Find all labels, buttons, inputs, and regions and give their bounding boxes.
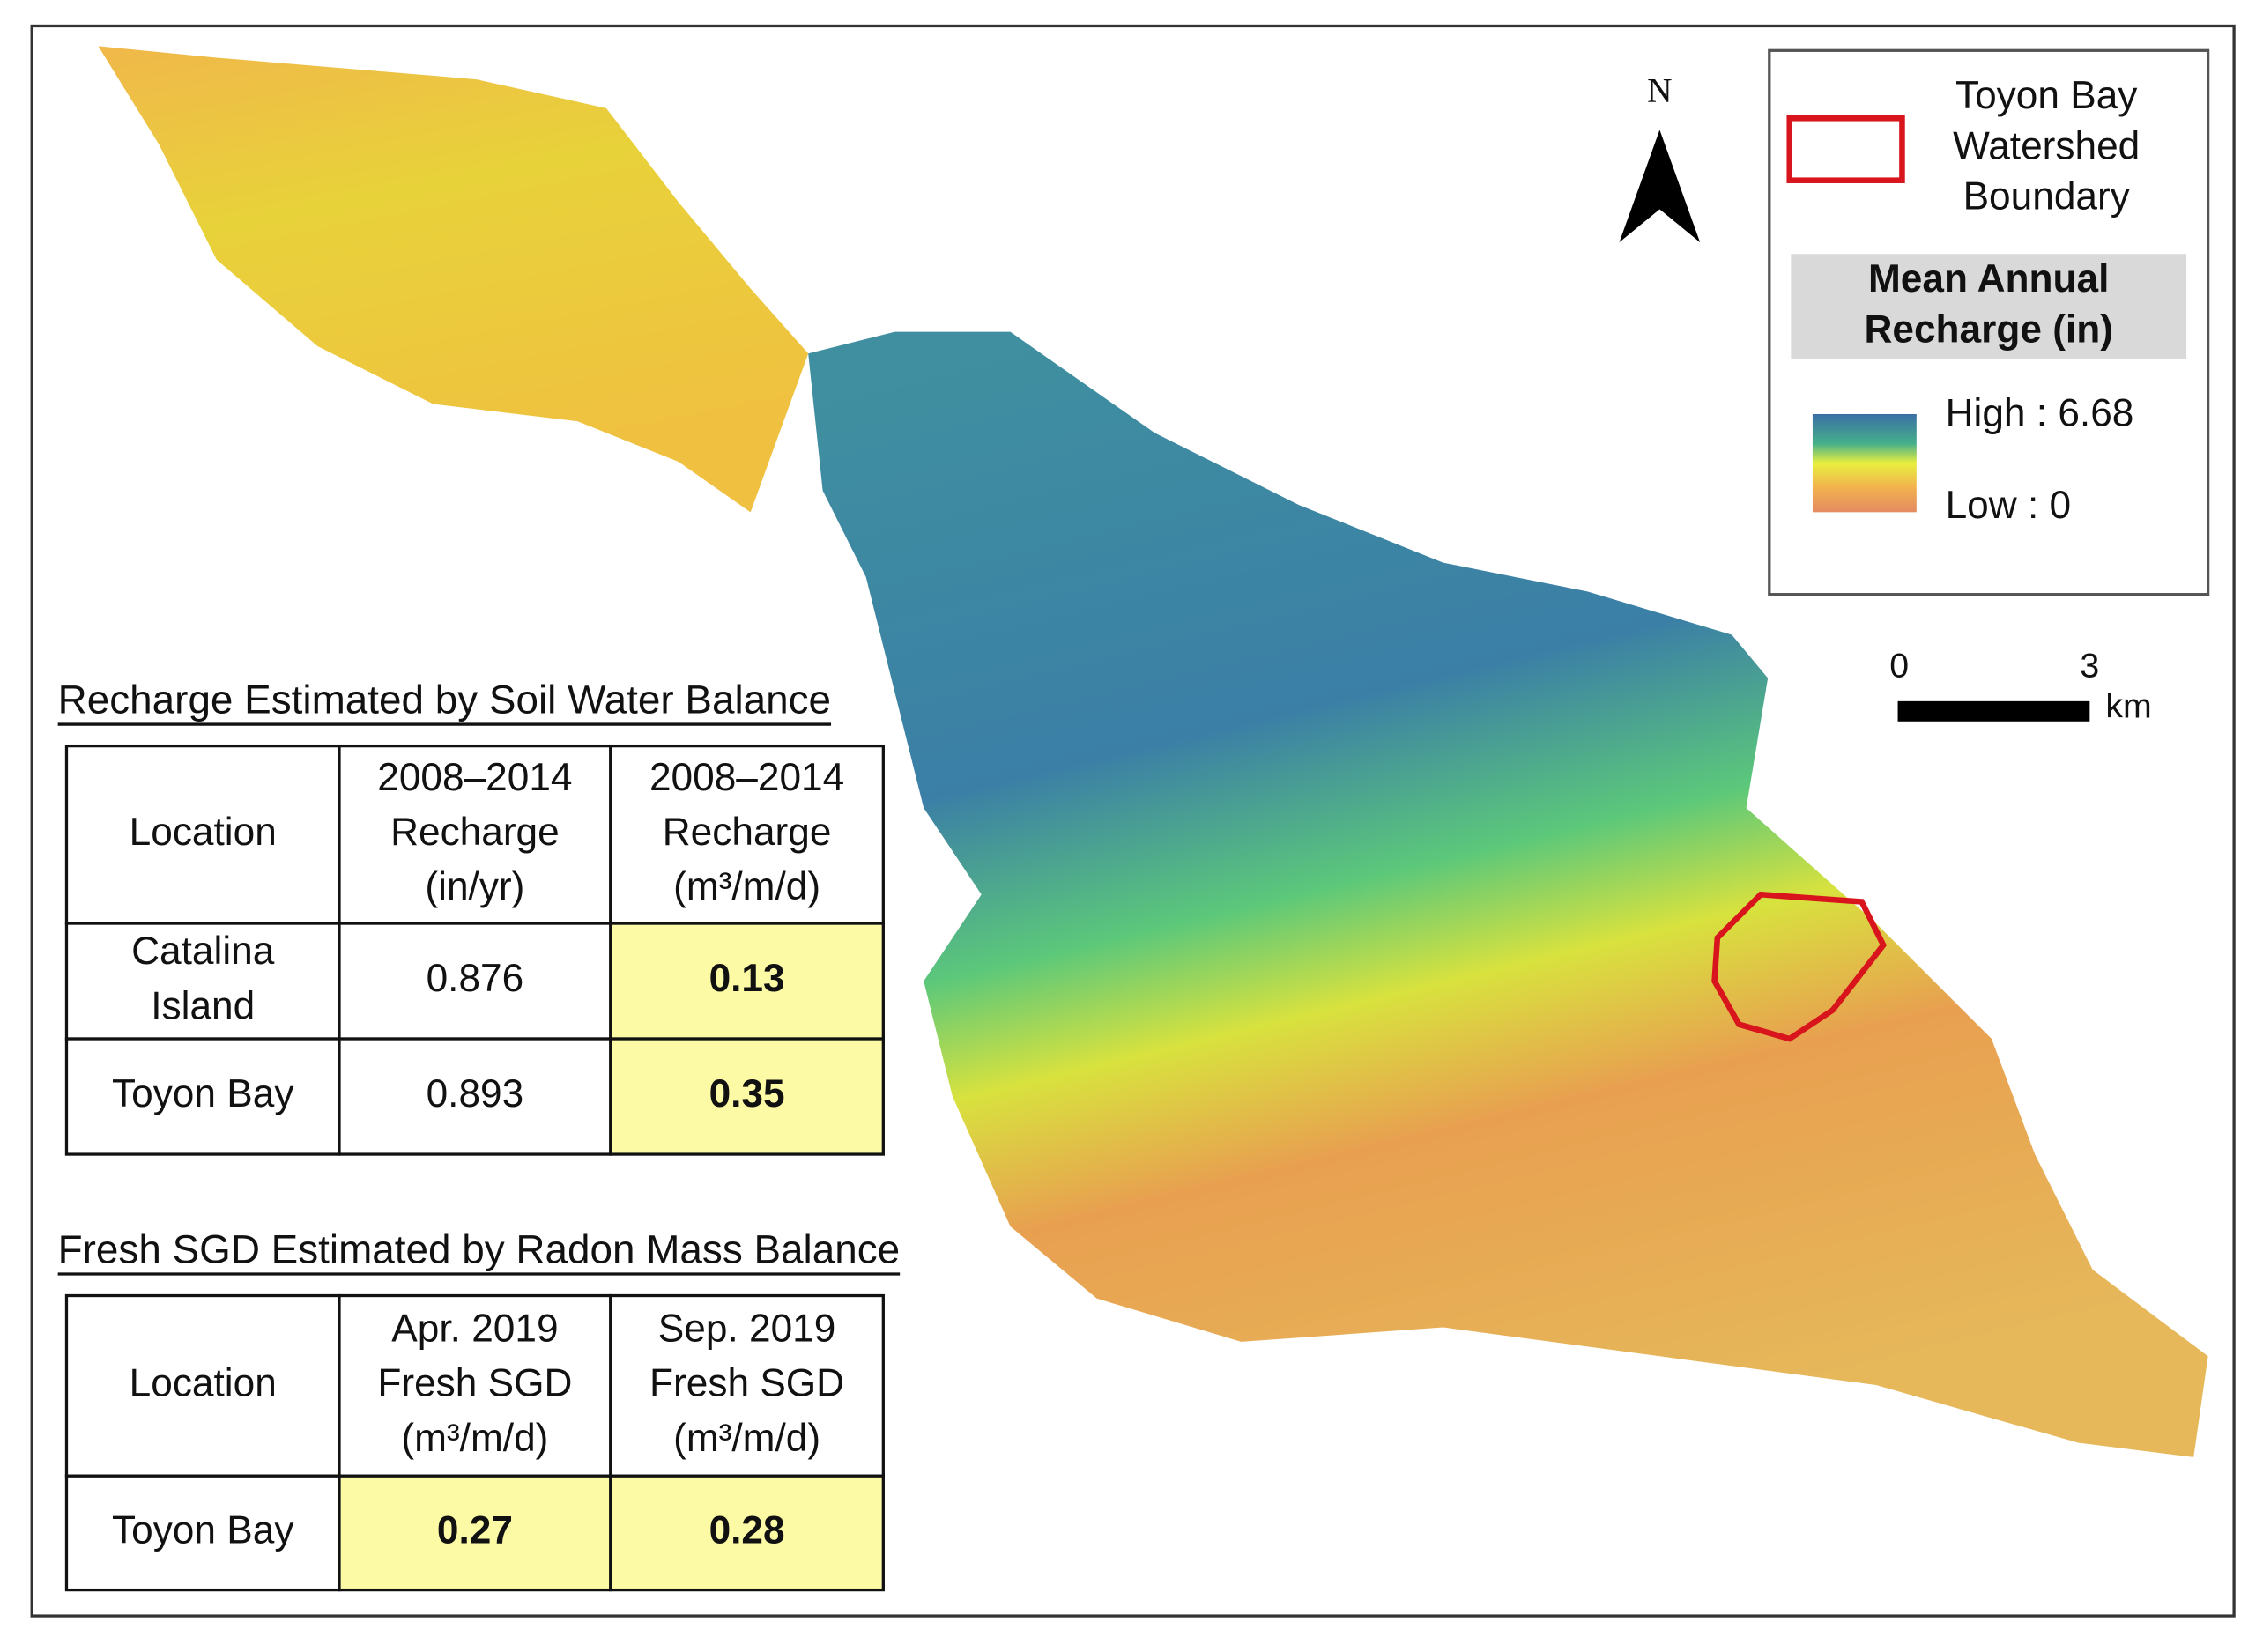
table-cell-text: (in/yr) bbox=[425, 865, 524, 908]
north-label: N bbox=[1647, 70, 1672, 109]
table-cell-text: (m³/m/d) bbox=[401, 1417, 548, 1460]
island-west-lobe bbox=[98, 46, 809, 513]
scale-unit: km bbox=[2105, 686, 2151, 725]
north-arrow bbox=[1619, 130, 1701, 243]
table-cell-text: Location bbox=[130, 1362, 277, 1405]
table-cell-text: Apr. 2019 bbox=[391, 1307, 558, 1350]
table-cell bbox=[64, 922, 341, 1041]
table-cell-text: 0.27 bbox=[437, 1509, 513, 1552]
scale-bar bbox=[1897, 700, 2090, 722]
table-cell-text: Sep. 2019 bbox=[658, 1307, 836, 1350]
scale-start: 0 bbox=[1889, 647, 1909, 685]
table-cell-text: (m³/m/d) bbox=[673, 865, 820, 908]
table-cell bbox=[338, 922, 612, 1041]
legend-boundary-label: Boundary bbox=[1963, 175, 2131, 219]
table-cell-text: Fresh SGD bbox=[377, 1362, 572, 1405]
table-cell-text: Recharge bbox=[390, 811, 560, 854]
table-cell-text: 0.876 bbox=[427, 957, 524, 1000]
table-cell-highlight bbox=[609, 1474, 885, 1592]
table-title: Recharge Estimated by Soil Water Balance bbox=[58, 677, 831, 722]
island-main bbox=[808, 331, 2208, 1457]
legend-boundary-swatch bbox=[1786, 115, 1905, 183]
table-cell bbox=[338, 1293, 612, 1478]
table-title: Fresh SGD Estimated by Radon Mass Balanc… bbox=[58, 1226, 901, 1272]
watershed-boundary bbox=[1711, 891, 1888, 1042]
table-cell-text: 0.893 bbox=[427, 1072, 524, 1115]
table-cell-text: Island bbox=[151, 984, 255, 1027]
table-cell-highlight bbox=[609, 1037, 885, 1156]
table-cell bbox=[64, 1037, 341, 1156]
legend-boundary-label: Toyon Bay bbox=[1955, 74, 2138, 117]
table-cell-text: (m³/m/d) bbox=[673, 1417, 820, 1460]
table-cell bbox=[64, 1293, 341, 1478]
table-cell-text: 0.13 bbox=[709, 957, 785, 1000]
table-cell-text: 2008–2014 bbox=[649, 756, 844, 799]
legend-low: Low : 0 bbox=[1946, 484, 2072, 527]
table-cell-text: Toyon Bay bbox=[112, 1509, 294, 1552]
table-cell-highlight bbox=[338, 1474, 612, 1592]
legend-boundary-label: Watershed bbox=[1953, 124, 2140, 167]
table-cell-highlight bbox=[609, 922, 885, 1041]
table-cell-text: 0.35 bbox=[709, 1072, 785, 1115]
table-cell bbox=[64, 1474, 341, 1592]
legend-title: Recharge (in) bbox=[1864, 307, 2112, 351]
table-cell bbox=[609, 1293, 885, 1478]
scale-end: 3 bbox=[2080, 647, 2099, 685]
table-cell-text: Catalina bbox=[131, 930, 275, 973]
table-cell-text: Location bbox=[130, 811, 277, 854]
table-cell-text: 2008–2014 bbox=[377, 756, 572, 799]
table-cell-text: Fresh SGD bbox=[649, 1362, 844, 1405]
legend-ramp bbox=[1812, 413, 1917, 513]
legend-title: Mean Annual bbox=[1868, 257, 2109, 300]
table-cell bbox=[609, 744, 885, 925]
legend-title-box bbox=[1791, 254, 2187, 359]
table-cell-text: 0.28 bbox=[709, 1509, 785, 1552]
table-cell bbox=[338, 1037, 612, 1156]
table-cell bbox=[338, 744, 612, 925]
table-cell-text: Recharge bbox=[663, 811, 832, 854]
legend-high: High : 6.68 bbox=[1946, 391, 2134, 434]
table-cell-text: Toyon Bay bbox=[112, 1072, 294, 1115]
